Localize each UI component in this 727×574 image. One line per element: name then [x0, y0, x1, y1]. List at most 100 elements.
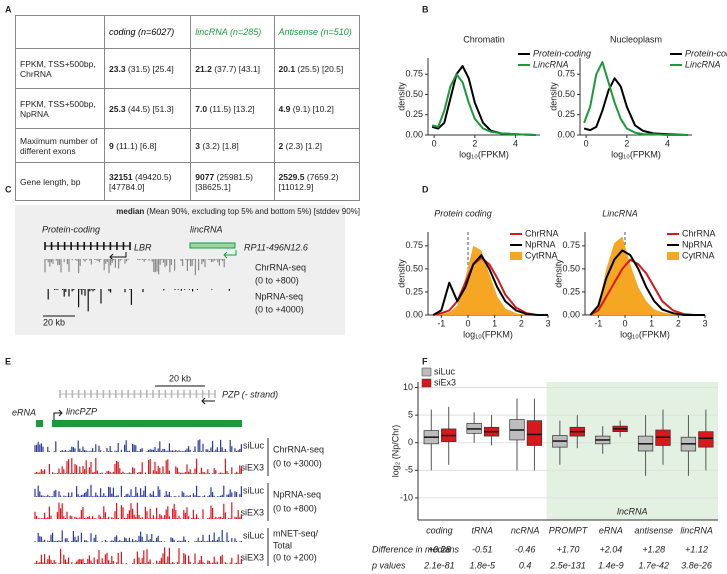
cell-median: 21.2 — [195, 63, 212, 74]
condition-label: siLuc — [243, 530, 265, 540]
exon — [59, 390, 61, 398]
track-label: Total — [273, 540, 292, 550]
legend-label: NpRNA — [682, 239, 713, 249]
cell-median: 2 — [278, 140, 284, 151]
legend-label: CytRNA — [682, 250, 715, 260]
y-tick-label: 0.50 — [557, 89, 575, 99]
difference-label: +0.28 — [428, 544, 451, 554]
y-axis-label: density — [553, 259, 563, 288]
y-tick-label: 0.75 — [557, 69, 575, 79]
x-tick-label: 2 — [624, 138, 629, 148]
coverage-track — [142, 289, 230, 293]
column-header: Antisense (n=510) — [273, 15, 360, 49]
table-footnote: median (Mean 90%, excluding top 5% and b… — [15, 207, 360, 216]
exon — [214, 390, 216, 398]
cell-stats: (7659.2) [11012.9] — [278, 171, 339, 192]
exon — [183, 390, 185, 398]
y-tick-label: -10 — [400, 492, 413, 502]
gene-label: Protein-coding — [42, 224, 100, 234]
density-line — [589, 258, 705, 316]
track-label: NpRNA-seq — [273, 489, 321, 499]
browser-background — [15, 205, 345, 335]
density-line — [589, 249, 705, 316]
y-axis-label: density — [396, 82, 406, 111]
cell-median: 9 — [109, 140, 114, 151]
table-cell: 9 (11.1) [6.8] — [103, 128, 192, 163]
column-header: coding (n=6027) — [103, 15, 192, 49]
y-tick-label: 0.25 — [405, 109, 423, 119]
legend-label: ChrRNA — [525, 228, 559, 238]
column-header: lincRNA (n=285) — [190, 15, 275, 49]
x-tick-label: 0 — [465, 318, 470, 328]
x-tick-label: 1 — [492, 318, 497, 328]
y-tick-label: 0.50 — [405, 263, 423, 273]
cell-stats: (25981.5) [38625.1] — [195, 171, 253, 192]
footnote-bold: median — [116, 207, 145, 216]
legend-label: siLuc — [434, 366, 456, 376]
x-axis-label: log₁₀(FPKM) — [620, 329, 670, 339]
cell-stats: (2.3) [1.2] — [285, 140, 322, 151]
exon — [109, 242, 112, 250]
legend-swatch — [667, 252, 679, 260]
x-tick-label: eRNA — [599, 525, 623, 535]
exon — [70, 242, 72, 250]
exon — [201, 390, 204, 398]
exon — [83, 242, 86, 250]
legend-swatch — [421, 378, 432, 388]
p-value-label: 1.7e-42 — [638, 560, 669, 570]
cell-median: 23.3 — [109, 63, 126, 74]
table-cell: 3 (3.2) [1.8] — [190, 128, 275, 163]
scale-label: 20 kb — [43, 317, 65, 327]
density-line — [583, 61, 688, 136]
y-axis-label: density — [396, 259, 406, 288]
legend-label: siEx3 — [434, 377, 456, 387]
x-tick-label: 4 — [665, 138, 670, 148]
legend-label: NpRNA — [525, 239, 556, 249]
x-tick-label: PROMPT — [549, 525, 589, 535]
table-row: Gene length, bp 32151 (49420.5) [47784.0]… — [15, 162, 360, 201]
track-range: (0 to +4000) — [255, 304, 304, 314]
exon — [90, 390, 92, 398]
exon — [77, 390, 80, 398]
coverage-track — [34, 484, 242, 497]
y-tick-label: 0 — [408, 437, 413, 447]
x-axis-label: log₁₀(FPKM) — [611, 149, 661, 159]
density-line — [431, 73, 536, 136]
exon — [139, 390, 142, 398]
exon — [84, 390, 86, 398]
cell-median: 7.0 — [195, 103, 208, 114]
track-range: (0 to +800) — [255, 275, 299, 285]
table-cell: 9077 (25981.5) [38625.1] — [190, 162, 275, 201]
x-tick-label: lincRNA — [680, 525, 713, 535]
x-tick-label: 2 — [519, 318, 524, 328]
p-value-label: 2.5e-131 — [549, 560, 586, 570]
track-label: ChrRNA-seq — [255, 262, 306, 272]
table-cell: 7.0 (11.5) [13.2] — [190, 88, 275, 129]
coverage-track — [47, 289, 132, 312]
density-area — [433, 245, 548, 315]
panel-label: A — [5, 4, 12, 14]
density-area — [590, 236, 705, 315]
exon — [146, 390, 148, 398]
panel-label: F — [422, 356, 428, 366]
y-tick-label: -5 — [405, 465, 413, 475]
cell-stats: (11.1) [6.8] — [116, 140, 157, 151]
difference-label: +1.70 — [557, 544, 580, 554]
y-tick-label: 0.75 — [405, 240, 423, 250]
table-cell: 2529.5 (7659.2) [11012.9] — [273, 162, 360, 201]
x-tick-label: antisense — [634, 525, 673, 535]
row-label: Gene length, bp — [15, 162, 105, 201]
cell-median: 2529.5 — [278, 171, 305, 182]
y-tick-label: 0.75 — [405, 69, 423, 79]
x-axis-label: log₁₀(FPKM) — [459, 149, 509, 159]
p-value-label: 1.4e-9 — [598, 560, 624, 570]
exon — [195, 390, 198, 398]
x-tick-label: 1 — [649, 318, 654, 328]
table-cell: 21.2 (37.7) [43.1] — [190, 48, 275, 89]
y-tick-label: 10 — [403, 382, 413, 392]
erna-label: eRNA — [12, 407, 36, 417]
panel-label: B — [422, 4, 429, 14]
exon — [189, 390, 191, 398]
